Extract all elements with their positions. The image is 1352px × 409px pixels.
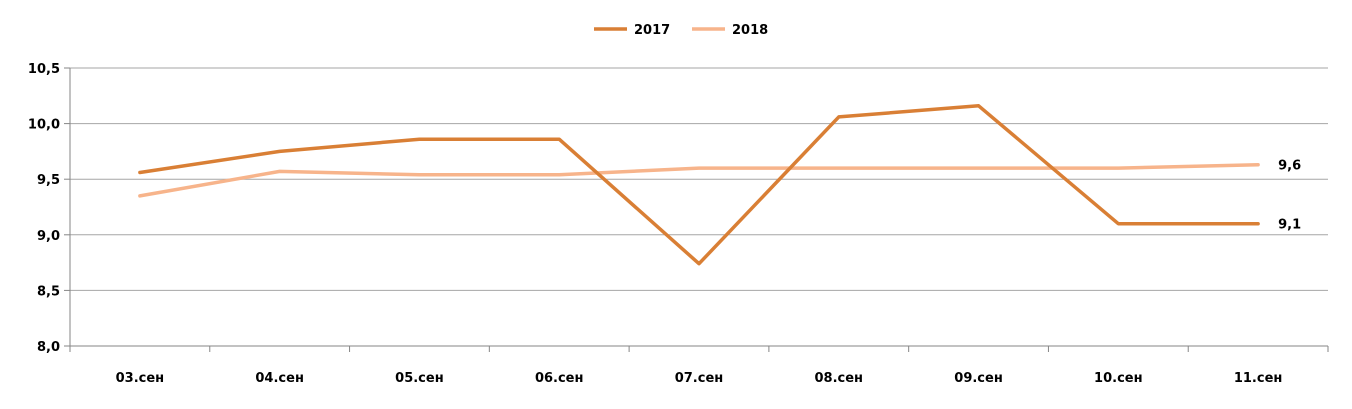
y-axis-tick-labels: 8,0 8,5 9,0 9,5 10,0 10,5: [28, 62, 60, 355]
x-axis-tick-labels: 03.сен 04.сен 05.сен 06.сен 07.сен 08.сен 09.с…: [116, 371, 1283, 386]
x-tick-label: 11.сен: [1234, 371, 1283, 386]
x-tick-label: 10.сен: [1094, 371, 1143, 386]
x-tick-label: 05.сен: [395, 371, 444, 386]
y-tick-label: 9,0: [37, 229, 60, 244]
data-label-2017: 9,1: [1278, 218, 1301, 233]
x-tick-label: 07.сен: [675, 371, 724, 386]
y-tick-label: 8,5: [37, 284, 60, 299]
x-tick-label: 04.сен: [255, 371, 304, 386]
axes: [64, 67, 1329, 352]
grid-lines: [70, 67, 1328, 291]
legend-label-2018: 2018: [732, 23, 768, 38]
legend: 2017 2018: [594, 23, 768, 38]
series-line-2017: [138, 104, 1260, 266]
x-tick-label: 08.сен: [815, 371, 864, 386]
data-labels: 9,1 9,6: [1278, 159, 1301, 233]
series-line-2018: [138, 162, 1260, 198]
data-label-2018: 9,6: [1278, 159, 1301, 174]
x-tick-label: 03.сен: [116, 371, 165, 386]
y-tick-label: 9,5: [37, 173, 60, 188]
legend-label-2017: 2017: [634, 23, 670, 38]
series-lines: [138, 104, 1260, 266]
x-tick-label: 06.сен: [535, 371, 584, 386]
y-tick-label: 10,5: [28, 62, 60, 77]
x-tick-label: 09.сен: [954, 371, 1003, 386]
y-tick-label: 8,0: [37, 340, 60, 355]
y-tick-label: 10,0: [28, 118, 60, 133]
